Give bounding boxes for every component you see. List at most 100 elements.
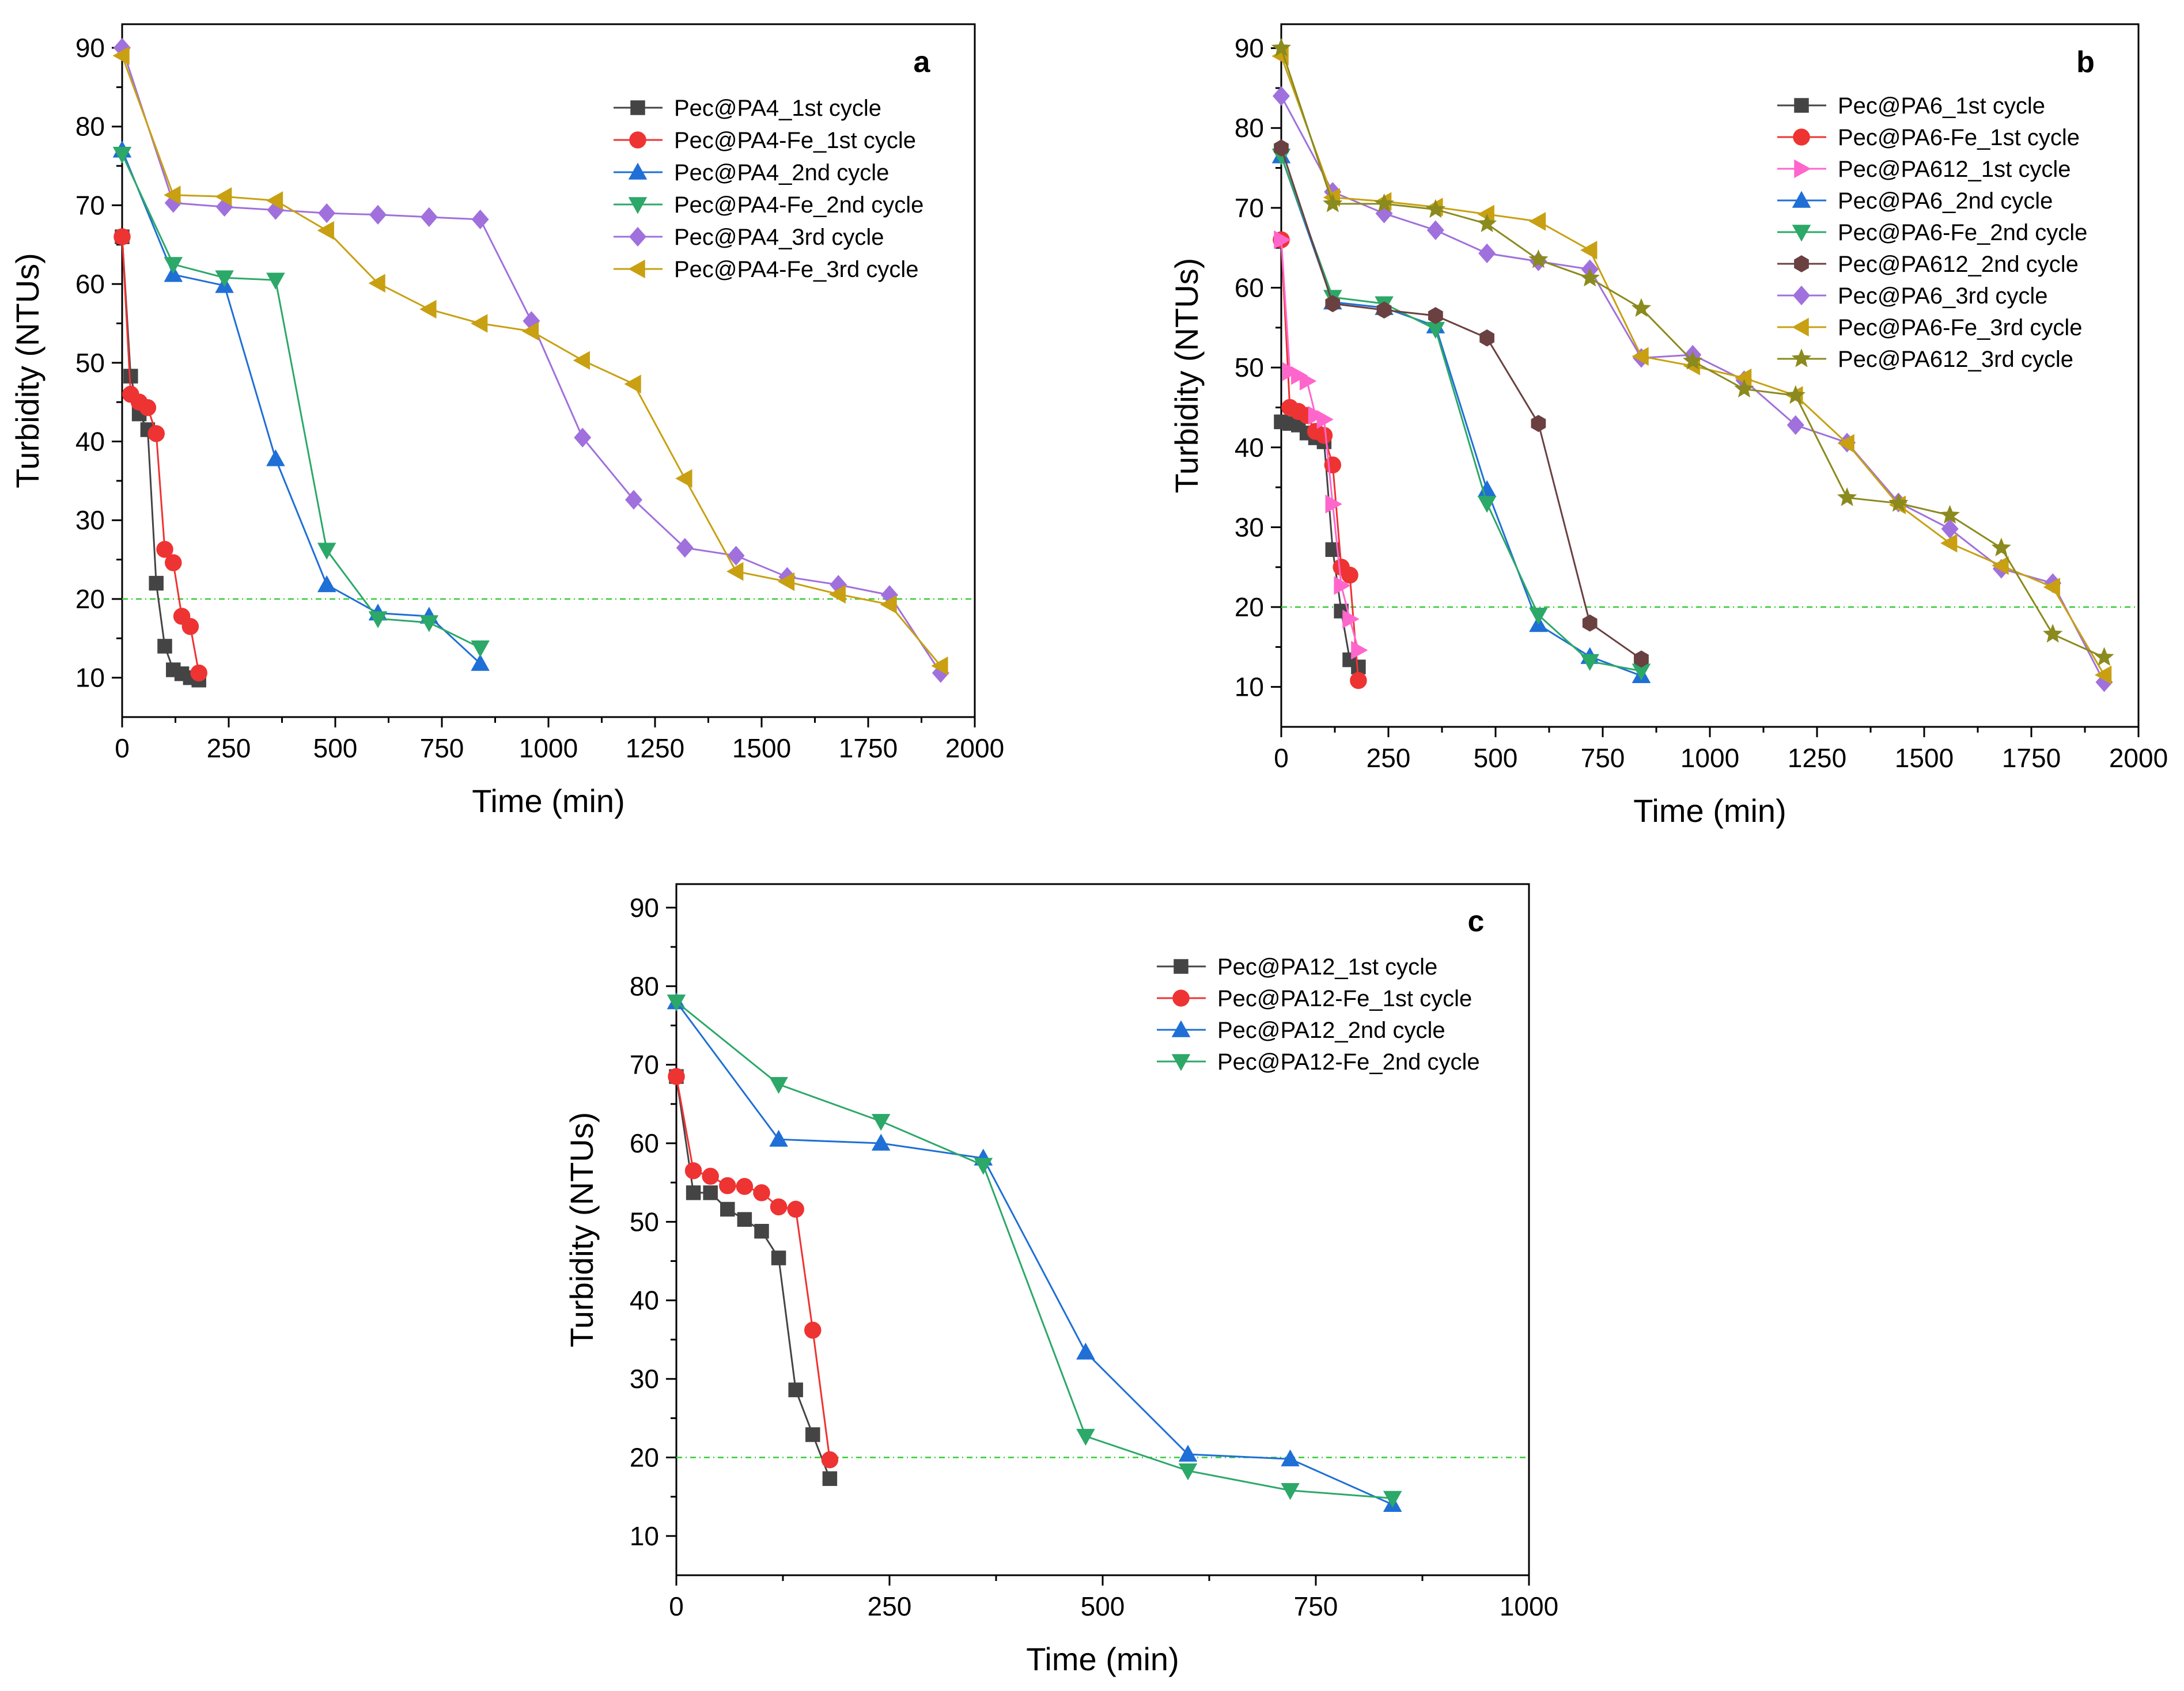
data-point bbox=[164, 185, 181, 204]
series-Pec@PA4-Fe_3rd cycle bbox=[112, 46, 948, 676]
data-point bbox=[317, 543, 336, 560]
data-point bbox=[1428, 307, 1443, 324]
data-point bbox=[139, 399, 157, 416]
data-point bbox=[676, 537, 694, 558]
data-point bbox=[754, 1223, 769, 1239]
data-point bbox=[1531, 415, 1546, 433]
data-point bbox=[1316, 410, 1334, 429]
legend-label: Pec@PA12_1st cycle bbox=[1217, 954, 1437, 980]
legend-marker bbox=[1172, 989, 1190, 1007]
data-point bbox=[1323, 193, 1343, 213]
y-tick-label: 90 bbox=[75, 33, 105, 63]
data-point bbox=[871, 1133, 891, 1151]
data-point bbox=[1274, 230, 1291, 249]
data-point bbox=[1325, 494, 1342, 514]
data-point bbox=[1374, 193, 1394, 213]
series-Pec@PA12_1st cycle bbox=[669, 1069, 838, 1487]
data-point bbox=[112, 146, 132, 164]
y-tick-label: 50 bbox=[630, 1207, 659, 1237]
x-tick-label: 0 bbox=[669, 1591, 684, 1621]
x-tick-label: 250 bbox=[868, 1591, 912, 1621]
legend-label: Pec@PA6-Fe_2nd cycle bbox=[1838, 220, 2087, 245]
series-line bbox=[1280, 147, 1642, 660]
data-point bbox=[2043, 578, 2060, 597]
legend-entry: Pec@PA4_1st cycle bbox=[614, 96, 881, 121]
legend-entry: Pec@PA6_2nd cycle bbox=[1777, 188, 2053, 214]
data-point bbox=[686, 1185, 701, 1200]
data-point bbox=[1940, 505, 1960, 524]
data-point bbox=[147, 425, 165, 442]
data-point bbox=[1888, 492, 1909, 512]
data-point bbox=[266, 272, 285, 290]
data-point bbox=[1785, 385, 1806, 404]
data-point bbox=[1477, 496, 1497, 513]
x-tick-label: 250 bbox=[207, 733, 251, 763]
legend-entry: Pec@PA12_1st cycle bbox=[1157, 954, 1437, 980]
y-tick-label: 70 bbox=[75, 190, 105, 220]
data-point bbox=[736, 1178, 754, 1195]
legend-label: Pec@PA612_3rd cycle bbox=[1838, 347, 2073, 372]
y-tick-label: 10 bbox=[75, 663, 105, 693]
legend-label: Pec@PA4-Fe_1st cycle bbox=[674, 128, 916, 153]
legend-label: Pec@PA612_2nd cycle bbox=[1838, 252, 2079, 277]
data-point bbox=[2094, 665, 2112, 685]
legend-marker bbox=[1791, 348, 1812, 367]
x-tick-label: 0 bbox=[115, 733, 130, 763]
legend-label: Pec@PA6_2nd cycle bbox=[1838, 188, 2053, 214]
data-point bbox=[573, 351, 590, 370]
y-tick-label: 20 bbox=[75, 584, 105, 614]
data-point bbox=[1837, 434, 1854, 453]
series-Pec@PA6_1st cycle bbox=[1274, 414, 1366, 674]
series-Pec@PA6-Fe_2nd cycle bbox=[1271, 149, 1651, 681]
data-point bbox=[828, 585, 846, 604]
series-Pec@PA612_1st cycle bbox=[1274, 230, 1368, 660]
data-point bbox=[1477, 213, 1497, 233]
panel-letter: b bbox=[2076, 46, 2095, 79]
y-tick-label: 60 bbox=[1235, 273, 1264, 303]
legend-marker bbox=[628, 197, 648, 214]
data-point bbox=[317, 221, 334, 240]
y-tick-label: 10 bbox=[1235, 672, 1264, 702]
data-point bbox=[821, 1451, 839, 1469]
x-tick-label: 1500 bbox=[1895, 743, 1954, 773]
legend-marker bbox=[1792, 317, 1809, 337]
legend-label: Pec@PA4_1st cycle bbox=[674, 96, 881, 121]
data-point bbox=[1315, 427, 1333, 444]
data-point bbox=[737, 1212, 752, 1227]
legend-label: Pec@PA12-Fe_1st cycle bbox=[1217, 986, 1472, 1011]
y-tick-label: 30 bbox=[1235, 512, 1264, 542]
data-point bbox=[266, 191, 283, 210]
x-tick-label: 1000 bbox=[1500, 1591, 1558, 1621]
data-point bbox=[215, 270, 234, 287]
legend-marker bbox=[1794, 255, 1809, 272]
y-tick-label: 30 bbox=[630, 1364, 659, 1394]
data-point bbox=[266, 449, 285, 467]
x-tick-label: 1500 bbox=[732, 733, 791, 763]
data-point bbox=[770, 1198, 788, 1216]
data-point bbox=[1076, 1343, 1095, 1360]
y-axis-title: Turbidity (NTUs) bbox=[1168, 258, 1205, 494]
x-tick-label: 1750 bbox=[2002, 743, 2061, 773]
legend-entry: Pec@PA4-Fe_2nd cycle bbox=[614, 192, 923, 218]
series-Pec@PA4_3rd cycle bbox=[113, 37, 949, 683]
data-point bbox=[1683, 350, 1703, 370]
legend-entry: Pec@PA6_1st cycle bbox=[1777, 93, 2045, 119]
x-axis-title: Time (min) bbox=[472, 783, 624, 819]
data-point bbox=[181, 618, 199, 635]
series-line bbox=[1280, 156, 1642, 677]
series-line bbox=[675, 1076, 831, 1479]
data-point bbox=[703, 1185, 718, 1200]
y-tick-label: 90 bbox=[630, 893, 659, 923]
series-line bbox=[675, 1001, 1393, 1506]
legend-marker bbox=[1793, 128, 1810, 146]
legend-label: Pec@PA612_1st cycle bbox=[1838, 157, 2071, 182]
y-tick-label: 70 bbox=[630, 1050, 659, 1080]
data-point bbox=[157, 639, 172, 654]
data-point bbox=[1076, 1428, 1095, 1446]
legend-marker bbox=[628, 162, 648, 180]
legend-marker bbox=[628, 259, 645, 279]
legend-entry: Pec@PA4_2nd cycle bbox=[614, 160, 889, 185]
series-line bbox=[675, 1076, 831, 1460]
data-point bbox=[1341, 566, 1358, 584]
